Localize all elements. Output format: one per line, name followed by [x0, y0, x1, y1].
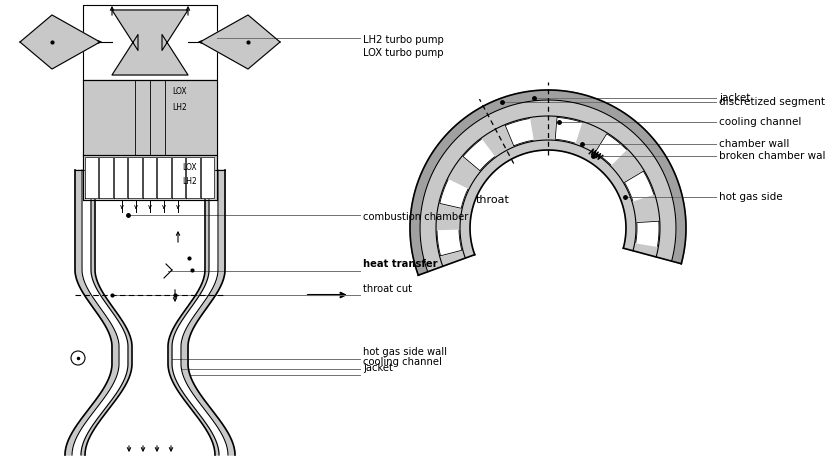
Polygon shape — [506, 119, 533, 146]
Text: jacket: jacket — [363, 363, 393, 373]
Polygon shape — [168, 170, 219, 455]
Text: LH2: LH2 — [172, 104, 187, 113]
Text: jacket: jacket — [719, 93, 750, 103]
Text: LOX turbo pump: LOX turbo pump — [363, 48, 444, 58]
Text: cooling channel: cooling channel — [719, 117, 801, 127]
Text: chamber wall: chamber wall — [719, 139, 790, 149]
Text: LH2: LH2 — [182, 177, 197, 186]
Polygon shape — [81, 170, 132, 455]
Polygon shape — [72, 170, 128, 455]
Polygon shape — [157, 157, 171, 198]
Polygon shape — [595, 134, 626, 165]
Polygon shape — [410, 90, 686, 275]
Text: throat cut: throat cut — [363, 284, 412, 294]
Polygon shape — [83, 155, 217, 200]
Polygon shape — [128, 157, 142, 198]
Polygon shape — [460, 140, 636, 258]
Polygon shape — [201, 157, 214, 198]
Polygon shape — [624, 171, 653, 201]
Polygon shape — [112, 10, 188, 75]
Polygon shape — [85, 170, 215, 455]
Text: cooling channel: cooling channel — [363, 357, 442, 367]
Text: LH2 turbo pump: LH2 turbo pump — [363, 35, 444, 45]
Polygon shape — [436, 116, 660, 266]
Polygon shape — [20, 15, 100, 69]
Polygon shape — [636, 221, 659, 246]
Text: throat: throat — [476, 195, 510, 205]
Text: LOX: LOX — [172, 87, 187, 97]
Polygon shape — [437, 230, 462, 256]
Polygon shape — [143, 157, 156, 198]
Polygon shape — [439, 180, 468, 208]
Polygon shape — [83, 5, 217, 80]
Polygon shape — [172, 170, 228, 455]
Polygon shape — [99, 157, 113, 198]
Polygon shape — [114, 157, 127, 198]
Text: LOX: LOX — [182, 163, 197, 172]
Text: broken chamber wall: broken chamber wall — [719, 151, 826, 161]
Text: LH2: LH2 — [178, 0, 197, 1]
Polygon shape — [555, 117, 582, 143]
Text: hot gas side: hot gas side — [719, 192, 782, 202]
Text: combustion chamber: combustion chamber — [363, 212, 468, 222]
Polygon shape — [83, 80, 217, 155]
Text: LOX: LOX — [102, 0, 121, 1]
Polygon shape — [181, 170, 235, 455]
Polygon shape — [463, 139, 495, 171]
Polygon shape — [200, 15, 280, 69]
Text: discretized segment: discretized segment — [719, 97, 825, 107]
Text: hot gas side wall: hot gas side wall — [363, 347, 447, 357]
Text: heat transfer: heat transfer — [363, 259, 438, 269]
Polygon shape — [85, 157, 98, 198]
Polygon shape — [172, 157, 185, 198]
Polygon shape — [420, 100, 676, 272]
Polygon shape — [65, 170, 119, 455]
Polygon shape — [186, 157, 200, 198]
